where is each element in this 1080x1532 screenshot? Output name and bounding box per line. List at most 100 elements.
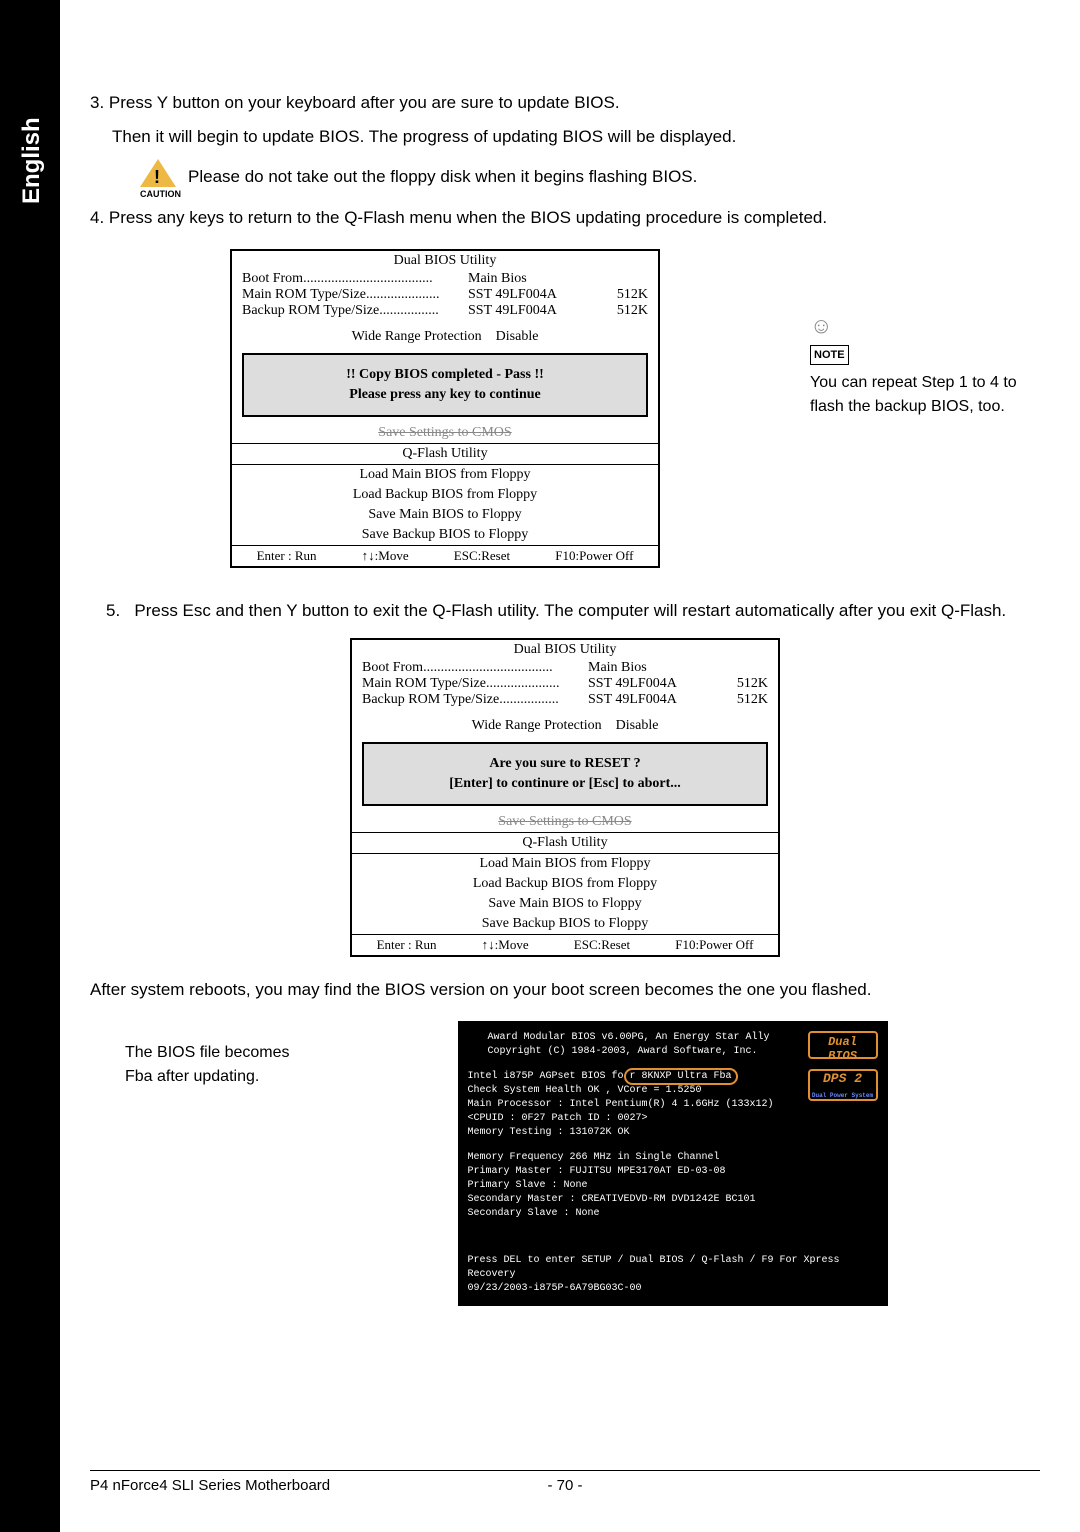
bios-screenshot-1-wrap: Dual BIOS Utility Boot From.............… xyxy=(90,239,1040,578)
bios-title: Dual BIOS Utility xyxy=(352,640,778,660)
key-move: ↑↓:Move xyxy=(482,937,529,953)
size xyxy=(708,660,768,676)
label: Main ROM Type/Size..................... xyxy=(362,676,588,692)
boot-line: Primary Slave : None xyxy=(468,1179,878,1193)
menu-item-1: Load Main BIOS from Floppy xyxy=(352,853,778,874)
menu-item-4: Save Backup BIOS to Floppy xyxy=(352,914,778,934)
after-reboot-text: After system reboots, you may find the B… xyxy=(90,977,1040,1003)
bios-screenshot-2: Dual BIOS Utility Boot From.............… xyxy=(350,638,780,957)
boot-screen-wrap: The BIOS file becomes Fba after updating… xyxy=(90,1011,1040,1316)
boot-line: 09/23/2003-i875P-6A79BG03C-00 xyxy=(468,1282,878,1296)
bios-screenshot-1: Dual BIOS Utility Boot From.............… xyxy=(230,249,660,568)
label: Boot From...............................… xyxy=(362,660,588,676)
label: Backup ROM Type/Size................. xyxy=(362,692,588,708)
note-label: NOTE xyxy=(810,345,849,366)
main-rom-row: Main ROM Type/Size..................... … xyxy=(352,676,778,692)
step-text: Press any keys to return to the Q-Flash … xyxy=(109,208,827,227)
bios-message-box: !! Copy BIOS completed - Pass !! Please … xyxy=(242,353,648,417)
note-text: You can repeat Step 1 to 4 to flash the … xyxy=(810,371,1040,419)
value: SST 49LF004A xyxy=(588,676,708,692)
key-esc: ESC:Reset xyxy=(574,937,630,953)
key-enter: Enter : Run xyxy=(377,937,437,953)
boot-from-row: Boot From...............................… xyxy=(232,271,658,287)
caution-block: CAUTION Please do not take out the flopp… xyxy=(140,159,1040,195)
menu-item-2: Load Backup BIOS from Floppy xyxy=(232,485,658,505)
label: Backup ROM Type/Size................. xyxy=(242,303,468,319)
step-number: 3. xyxy=(90,93,104,112)
bios-footer-keys: Enter : Run ↑↓:Move ESC:Reset F10:Power … xyxy=(232,545,658,566)
footer-page: - 70 - xyxy=(548,1477,583,1494)
size: 512K xyxy=(588,303,648,319)
wrp-value: Disable xyxy=(496,329,539,344)
key-f10: F10:Power Off xyxy=(675,937,753,953)
menu-item-3: Save Main BIOS to Floppy xyxy=(352,894,778,914)
step-text: Press Y button on your keyboard after yo… xyxy=(109,93,620,112)
wrp-row: Wide Range Protection Disable xyxy=(232,327,658,347)
size: 512K xyxy=(708,676,768,692)
msg-line-2: Please press any key to continue xyxy=(252,387,638,403)
caution-label: CAUTION xyxy=(140,189,180,199)
boot-from-row: Boot From...............................… xyxy=(352,660,778,676)
key-move: ↑↓:Move xyxy=(362,548,409,564)
step-3: 3. Press Y button on your keyboard after… xyxy=(90,90,1040,116)
step-5: 5. Press Esc and then Y button to exit t… xyxy=(130,598,1040,624)
size: 512K xyxy=(588,287,648,303)
page-footer: P4 nForce4 SLI Series Motherboard - 70 - xyxy=(90,1470,1040,1494)
note-column: ☺ NOTE You can repeat Step 1 to 4 to fla… xyxy=(810,309,1040,420)
menu-item-1: Load Main BIOS from Floppy xyxy=(232,464,658,485)
boot-line: Press DEL to enter SETUP / Dual BIOS / Q… xyxy=(468,1254,878,1282)
dps-logo: DPS 2Dual Power System xyxy=(808,1069,878,1101)
bios-footer-keys: Enter : Run ↑↓:Move ESC:Reset F10:Power … xyxy=(352,934,778,955)
backup-rom-row: Backup ROM Type/Size................. SS… xyxy=(352,692,778,708)
step-text: Press Esc and then Y button to exit the … xyxy=(134,601,1006,620)
footer-title: P4 nForce4 SLI Series Motherboard xyxy=(90,1477,548,1494)
menu-item-2: Load Backup BIOS from Floppy xyxy=(352,874,778,894)
qflash-title: Q-Flash Utility xyxy=(352,832,778,853)
value: SST 49LF004A xyxy=(468,303,588,319)
value: Main Bios xyxy=(588,660,708,676)
key-f10: F10:Power Off xyxy=(555,548,633,564)
hidden-menu-line: Save Settings to CMOS xyxy=(352,812,778,832)
boot-line: Secondary Master : CREATIVEDVD-RM DVD124… xyxy=(468,1193,878,1207)
menu-item-3: Save Main BIOS to Floppy xyxy=(232,505,658,525)
hidden-menu-line: Save Settings to CMOS xyxy=(232,423,658,443)
bios-message-box: Are you sure to RESET ? [Enter] to conti… xyxy=(362,742,768,806)
boot-line: Secondary Slave : None xyxy=(468,1207,878,1221)
wrp-label: Wide Range Protection xyxy=(352,329,482,344)
boot-line: <CPUID : 0F27 Patch ID : 0027> xyxy=(468,1112,878,1126)
bios-version-callout: r 8KNXP Ultra Fba xyxy=(624,1068,738,1085)
value: Main Bios xyxy=(468,271,588,287)
wrp-value: Disable xyxy=(616,718,659,733)
language-label: English xyxy=(18,104,46,204)
wrp-row: Wide Range Protection Disable xyxy=(352,716,778,736)
value: SST 49LF004A xyxy=(468,287,588,303)
boot-note: The BIOS file becomes Fba after updating… xyxy=(125,1041,305,1089)
dual-bios-logo: DualBIOS xyxy=(808,1031,878,1059)
boot-screen: DualBIOS DPS 2Dual Power System Award Mo… xyxy=(458,1021,888,1306)
step-4: 4. Press any keys to return to the Q-Fla… xyxy=(90,205,1040,231)
backup-rom-row: Backup ROM Type/Size................. SS… xyxy=(232,303,658,319)
wrp-label: Wide Range Protection xyxy=(472,718,602,733)
caution-icon: CAUTION xyxy=(140,159,180,195)
bios-title: Dual BIOS Utility xyxy=(232,251,658,271)
caution-text: Please do not take out the floppy disk w… xyxy=(188,167,697,187)
msg-line-1: !! Copy BIOS completed - Pass !! xyxy=(252,367,638,383)
label: Main ROM Type/Size..................... xyxy=(242,287,468,303)
size: 512K xyxy=(708,692,768,708)
boot-line: Memory Frequency 266 MHz in Single Chann… xyxy=(468,1151,878,1165)
boot-line: Memory Testing : 131072K OK xyxy=(468,1126,878,1140)
main-rom-row: Main ROM Type/Size..................... … xyxy=(232,287,658,303)
key-enter: Enter : Run xyxy=(257,548,317,564)
qflash-title: Q-Flash Utility xyxy=(232,443,658,464)
label: Boot From...............................… xyxy=(242,271,468,287)
value: SST 49LF004A xyxy=(588,692,708,708)
key-esc: ESC:Reset xyxy=(454,548,510,564)
language-sidebar: English xyxy=(0,0,60,1532)
boot-line: Primary Master : FUJITSU MPE3170AT ED-03… xyxy=(468,1165,878,1179)
note-face-icon: ☺ xyxy=(810,309,1040,342)
step-number: 5. xyxy=(106,601,120,620)
msg-line-2: [Enter] to continure or [Esc] to abort..… xyxy=(372,776,758,792)
size xyxy=(588,271,648,287)
menu-item-4: Save Backup BIOS to Floppy xyxy=(232,525,658,545)
msg-line-1: Are you sure to RESET ? xyxy=(372,756,758,772)
